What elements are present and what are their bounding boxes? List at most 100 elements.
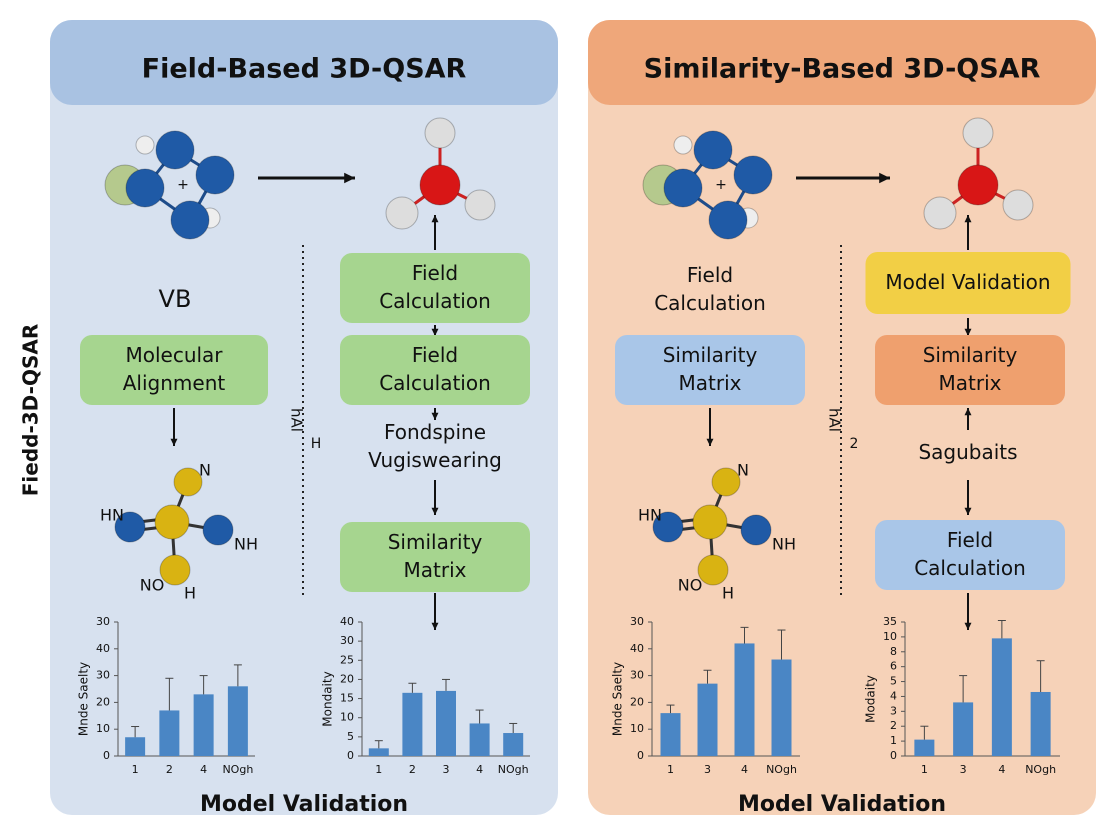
y-tick-label: 10 <box>340 711 354 724</box>
y-tick-label: 20 <box>96 695 110 708</box>
atom <box>424 117 456 149</box>
step-line: Matrix <box>404 558 467 582</box>
atom <box>155 130 195 170</box>
arrow-head <box>964 215 972 223</box>
y-tick-label: 5 <box>347 730 354 743</box>
y-tick-label: 40 <box>96 642 110 655</box>
atom <box>923 196 957 230</box>
panel-footer: Model Validation <box>200 792 408 817</box>
y-axis-label: Mnde Saelty <box>77 662 91 736</box>
atom <box>170 200 210 240</box>
y-tick-label: 10 <box>96 722 110 735</box>
y-tick-label: 25 <box>340 653 354 666</box>
arrow-head <box>964 507 972 515</box>
arrow-head <box>170 438 178 446</box>
y-tick-label: 30 <box>630 669 644 682</box>
step-box <box>875 520 1065 590</box>
bar <box>660 713 681 756</box>
step-line: Matrix <box>679 371 742 395</box>
atom <box>693 130 733 170</box>
atom-label: NO <box>678 576 703 595</box>
step-label: Model Validation <box>885 270 1050 294</box>
arrow-head <box>431 622 439 630</box>
bar <box>991 638 1012 756</box>
step-box <box>340 335 530 405</box>
x-tick-label: 1 <box>132 763 139 776</box>
step-label: Field Calculation <box>654 263 766 315</box>
step-line: Sagubaits <box>918 440 1017 464</box>
atom-label: H <box>184 584 196 603</box>
atom <box>692 504 728 540</box>
step-box <box>80 335 268 405</box>
y-tick-label: 30 <box>630 615 644 628</box>
step-line: Calculation <box>654 291 766 315</box>
step-line: Vugiswearing <box>368 448 502 472</box>
bar <box>193 694 214 756</box>
atom <box>673 135 693 155</box>
x-tick-label: 3 <box>704 763 711 776</box>
panel-footer: Model Validation <box>738 792 946 817</box>
y-tick-label: 20 <box>630 695 644 708</box>
x-tick-label: 1 <box>375 763 382 776</box>
step-line: Field <box>947 528 993 552</box>
x-tick-label: 2 <box>409 763 416 776</box>
step-line: Similarity <box>923 343 1018 367</box>
panel-header <box>50 20 558 105</box>
atom <box>173 467 203 497</box>
x-tick-label: 3 <box>960 763 967 776</box>
atom <box>697 554 729 586</box>
step-label: Similarity Matrix <box>663 343 758 395</box>
step-line: Fondspine <box>384 420 486 444</box>
atom <box>202 514 234 546</box>
divider-label: hAl <box>288 408 306 432</box>
bar <box>469 723 490 756</box>
step-label: Similarity Matrix <box>388 530 483 582</box>
step-label: Field Calculation <box>379 343 491 395</box>
y-tick-label: 4 <box>890 689 897 702</box>
y-tick-label: 30 <box>96 669 110 682</box>
atom-label: NO <box>140 576 165 595</box>
x-tick-label: NOgh <box>766 763 797 776</box>
x-tick-label: NOgh <box>498 763 529 776</box>
x-tick-label: NOgh <box>222 763 253 776</box>
x-tick-label: 3 <box>443 763 450 776</box>
divider-sub: H <box>311 436 322 452</box>
step-box <box>865 252 1071 314</box>
step-line: Model Validation <box>885 270 1050 294</box>
side-label: Fiedd-3D-QSAR <box>19 324 43 497</box>
x-tick-label: 4 <box>476 763 483 776</box>
x-tick-label: 4 <box>741 763 748 776</box>
y-tick-label: 20 <box>340 672 354 685</box>
arrow-head <box>964 408 972 416</box>
step-label: Similarity Matrix <box>923 343 1018 395</box>
y-tick-label: 10 <box>883 630 897 643</box>
atom <box>733 155 773 195</box>
step-line: Matrix <box>939 371 1002 395</box>
bar <box>436 690 456 756</box>
x-tick-label: 1 <box>667 763 674 776</box>
bar <box>953 702 974 756</box>
atom-label: HN <box>100 506 124 525</box>
arrow-head <box>344 172 355 184</box>
y-axis-label: Mnde Saelty <box>611 662 625 736</box>
step-box <box>875 335 1065 405</box>
atom <box>464 189 496 221</box>
atom-label: H <box>722 584 734 603</box>
panel-header <box>588 20 1096 105</box>
x-tick-label: 4 <box>998 763 1005 776</box>
bar <box>503 733 524 756</box>
atom <box>1002 189 1034 221</box>
step-line: Similarity <box>388 530 483 554</box>
step-label: Molecular Alignment <box>123 343 226 395</box>
step-line: Molecular <box>125 343 223 367</box>
y-axis-label: Mondaity <box>321 671 335 726</box>
panel-title: Similarity-Based 3D-QSAR <box>644 54 1041 85</box>
atom <box>135 135 155 155</box>
divider-label: hAl <box>826 408 844 432</box>
x-tick-label: 2 <box>166 763 173 776</box>
y-tick-label: 0 <box>890 749 897 762</box>
atom <box>957 164 999 206</box>
bar <box>125 737 146 756</box>
